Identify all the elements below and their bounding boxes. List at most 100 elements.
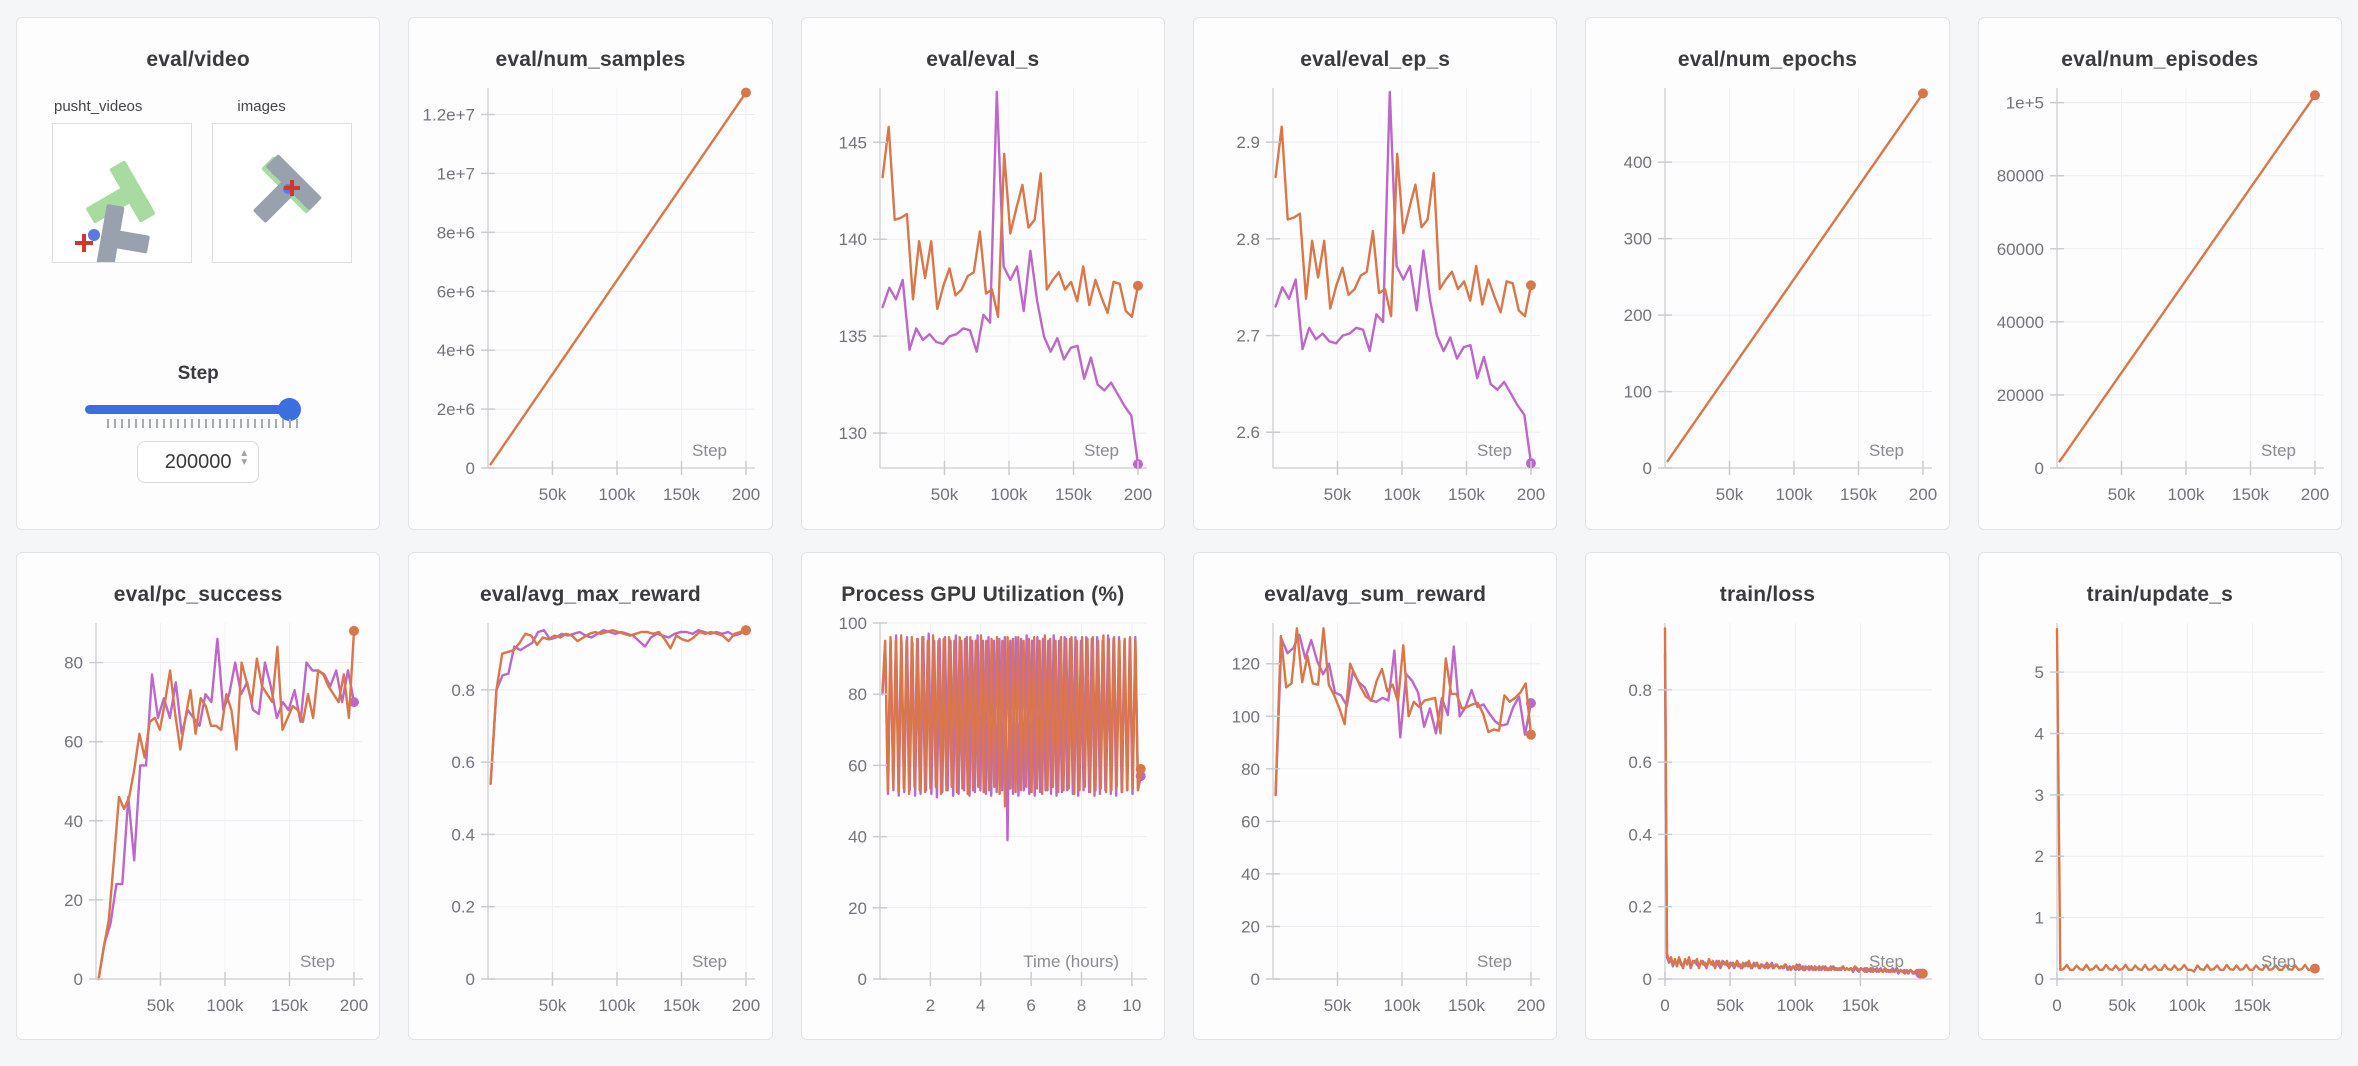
svg-text:4: 4 bbox=[2035, 724, 2044, 743]
svg-text:20: 20 bbox=[1241, 917, 1260, 936]
svg-text:200: 200 bbox=[1516, 996, 1544, 1015]
svg-text:0.4: 0.4 bbox=[451, 825, 475, 844]
svg-text:0.8: 0.8 bbox=[1628, 681, 1652, 700]
svg-text:80: 80 bbox=[848, 685, 867, 704]
svg-text:200: 200 bbox=[732, 485, 760, 504]
panel-eval-pc-success[interactable]: eval/pc_success 0 20 40 60 80 50k 100k 150k 200 St… bbox=[16, 552, 381, 1040]
chart-eval-eval-ep-s[interactable]: 2.6 2.7 2.8 2.9 50k 100k 150k 200 Step bbox=[1195, 74, 1556, 514]
svg-text:200: 200 bbox=[2301, 485, 2329, 504]
svg-text:100: 100 bbox=[1231, 707, 1259, 726]
svg-text:200: 200 bbox=[732, 996, 760, 1015]
step-slider bbox=[17, 397, 379, 431]
svg-text:4e+6: 4e+6 bbox=[437, 341, 475, 360]
svg-text:Step: Step bbox=[1477, 952, 1512, 971]
svg-text:100k: 100k bbox=[991, 485, 1028, 504]
panel-eval-avg-max-reward[interactable]: eval/avg_max_reward 0 0.2 0.4 0.6 0.8 50k 100k 1… bbox=[408, 552, 773, 1040]
svg-text:0: 0 bbox=[466, 459, 475, 478]
svg-text:150k: 150k bbox=[663, 996, 700, 1015]
svg-text:2.8: 2.8 bbox=[1236, 230, 1260, 249]
svg-text:100k: 100k bbox=[1776, 485, 1813, 504]
chart-eval-num-samples[interactable]: 0 2e+6 4e+6 6e+6 8e+6 1e+7 1.2e+7 50k 100k 150k 20… bbox=[410, 74, 771, 514]
svg-text:200: 200 bbox=[1124, 485, 1152, 504]
svg-text:2.7: 2.7 bbox=[1236, 327, 1260, 346]
video-thumbnail-pusht[interactable] bbox=[52, 123, 192, 272]
svg-text:60000: 60000 bbox=[1997, 240, 2044, 259]
panel-eval-video[interactable]: eval/video pusht_videos images bbox=[16, 17, 381, 530]
svg-text:0.2: 0.2 bbox=[451, 898, 475, 917]
svg-text:150k: 150k bbox=[1448, 996, 1485, 1015]
panel-title: train/update_s bbox=[2086, 583, 2233, 606]
svg-text:0: 0 bbox=[1643, 970, 1652, 989]
svg-text:145: 145 bbox=[839, 133, 867, 152]
chart-eval-pc-success[interactable]: 0 20 40 60 80 50k 100k 150k 200 Step bbox=[18, 609, 379, 1025]
svg-text:Step: Step bbox=[692, 441, 727, 460]
svg-text:150k: 150k bbox=[1840, 485, 1877, 504]
panel-title: eval/pc_success bbox=[113, 583, 283, 606]
svg-text:150k: 150k bbox=[663, 485, 700, 504]
panel-train-update-s[interactable]: train/update_s 0 1 2 3 4 5 0 50k 100k 150k Step bbox=[1977, 552, 2342, 1040]
pusht-scene-image bbox=[75, 160, 156, 272]
svg-text:6: 6 bbox=[1027, 996, 1036, 1015]
chart-eval-num-epochs[interactable]: 0 100 200 300 400 50k 100k 150k 200 Step bbox=[1587, 74, 1948, 514]
svg-text:50k: 50k bbox=[539, 485, 567, 504]
panel-title: Process GPU Utilization (%) bbox=[841, 583, 1125, 606]
chart-eval-eval-s[interactable]: 130 135 140 145 50k 100k 150k 200 Step bbox=[802, 74, 1163, 514]
svg-text:80: 80 bbox=[64, 654, 83, 673]
panel-eval-num-epochs[interactable]: eval/num_epochs 0 100 200 300 400 50k 100k 150k 2… bbox=[1585, 17, 1950, 530]
panel-title: eval/avg_sum_reward bbox=[1264, 583, 1487, 606]
step-slider-track[interactable] bbox=[85, 398, 301, 421]
panel-eval-eval-s[interactable]: eval/eval_s 130 135 140 145 50k 100k 150k 200 Ste… bbox=[800, 17, 1165, 530]
svg-text:0.8: 0.8 bbox=[451, 681, 475, 700]
svg-text:135: 135 bbox=[839, 327, 867, 346]
svg-text:40: 40 bbox=[848, 828, 867, 847]
chart-process-gpu-utilization[interactable]: 0 20 40 60 80 100 2 4 6 8 10 Time (hours) bbox=[802, 609, 1163, 1025]
svg-text:150k: 150k bbox=[1842, 996, 1879, 1015]
chart-train-update-s[interactable]: 0 1 2 3 4 5 0 50k 100k 150k Step bbox=[1979, 609, 2340, 1025]
svg-text:200: 200 bbox=[1909, 485, 1937, 504]
chart-eval-avg-max-reward[interactable]: 0 0.2 0.4 0.6 0.8 50k 100k 150k 200 Step bbox=[410, 609, 771, 1025]
svg-text:10: 10 bbox=[1123, 996, 1142, 1015]
svg-text:Step: Step bbox=[2261, 441, 2296, 460]
spinner-up-icon[interactable]: ▲ bbox=[239, 448, 250, 459]
panel-title: eval/video bbox=[146, 48, 250, 71]
panel-process-gpu-utilization[interactable]: Process GPU Utilization (%) 0 20 40 60 80 100 2… bbox=[800, 552, 1165, 1040]
step-slider-ticks bbox=[107, 419, 301, 428]
image-thumbnail[interactable] bbox=[212, 123, 352, 263]
spinner-down-icon[interactable]: ▼ bbox=[239, 457, 250, 468]
panel-eval-num-samples[interactable]: eval/num_samples 0 2e+6 4e+6 6e+6 8e+6 1e+7 1.2… bbox=[408, 17, 773, 530]
svg-text:50k: 50k bbox=[146, 996, 174, 1015]
svg-text:2.6: 2.6 bbox=[1236, 423, 1260, 442]
svg-text:0: 0 bbox=[858, 970, 867, 989]
pusht-image bbox=[253, 154, 322, 223]
svg-text:Step: Step bbox=[1869, 952, 1904, 971]
svg-text:4: 4 bbox=[976, 996, 985, 1015]
svg-text:100k: 100k bbox=[206, 996, 243, 1015]
svg-text:6e+6: 6e+6 bbox=[437, 282, 475, 301]
panel-title: train/loss bbox=[1719, 583, 1816, 606]
panel-title: eval/eval_s bbox=[926, 48, 1040, 71]
panel-train-loss[interactable]: train/loss 0 0.2 0.4 0.6 0.8 0 50k 100k 150k Step bbox=[1585, 552, 1950, 1040]
panel-eval-eval-ep-s[interactable]: eval/eval_ep_s 2.6 2.7 2.8 2.9 50k 100k 150k 200… bbox=[1193, 17, 1558, 530]
blue-dot-marker bbox=[88, 229, 100, 241]
svg-text:100k: 100k bbox=[2168, 485, 2205, 504]
svg-text:150k: 150k bbox=[1448, 485, 1485, 504]
panel-eval-avg-sum-reward[interactable]: eval/avg_sum_reward 0 20 40 60 80 100 120 50k 100… bbox=[1193, 552, 1558, 1040]
svg-text:100k: 100k bbox=[2169, 996, 2206, 1015]
media-label-images: images bbox=[237, 98, 286, 115]
step-slider-handle[interactable] bbox=[278, 398, 301, 421]
svg-text:200: 200 bbox=[1516, 485, 1544, 504]
chart-eval-avg-sum-reward[interactable]: 0 20 40 60 80 100 120 50k 100k 150k 200 Step bbox=[1195, 609, 1556, 1025]
chart-train-loss[interactable]: 0 0.2 0.4 0.6 0.8 0 50k 100k 150k Step bbox=[1587, 609, 1948, 1025]
svg-text:1: 1 bbox=[2035, 909, 2044, 928]
chart-eval-num-episodes[interactable]: 0 20000 40000 60000 80000 1e+5 50k 100k 150k 200 S… bbox=[1979, 74, 2340, 514]
svg-text:80000: 80000 bbox=[1997, 167, 2044, 186]
svg-text:0: 0 bbox=[2053, 996, 2062, 1015]
svg-text:150k: 150k bbox=[2232, 485, 2269, 504]
svg-text:2: 2 bbox=[926, 996, 935, 1015]
svg-text:50k: 50k bbox=[931, 485, 959, 504]
panel-eval-num-episodes[interactable]: eval/num_episodes 0 20000 40000 60000 80000 1e… bbox=[1977, 17, 2342, 530]
step-value-input[interactable]: 200000 ▲ ▼ bbox=[137, 441, 260, 483]
svg-text:1e+5: 1e+5 bbox=[2006, 94, 2044, 113]
step-spinner: ▲ ▼ bbox=[239, 448, 250, 468]
svg-text:0: 0 bbox=[1660, 996, 1669, 1015]
